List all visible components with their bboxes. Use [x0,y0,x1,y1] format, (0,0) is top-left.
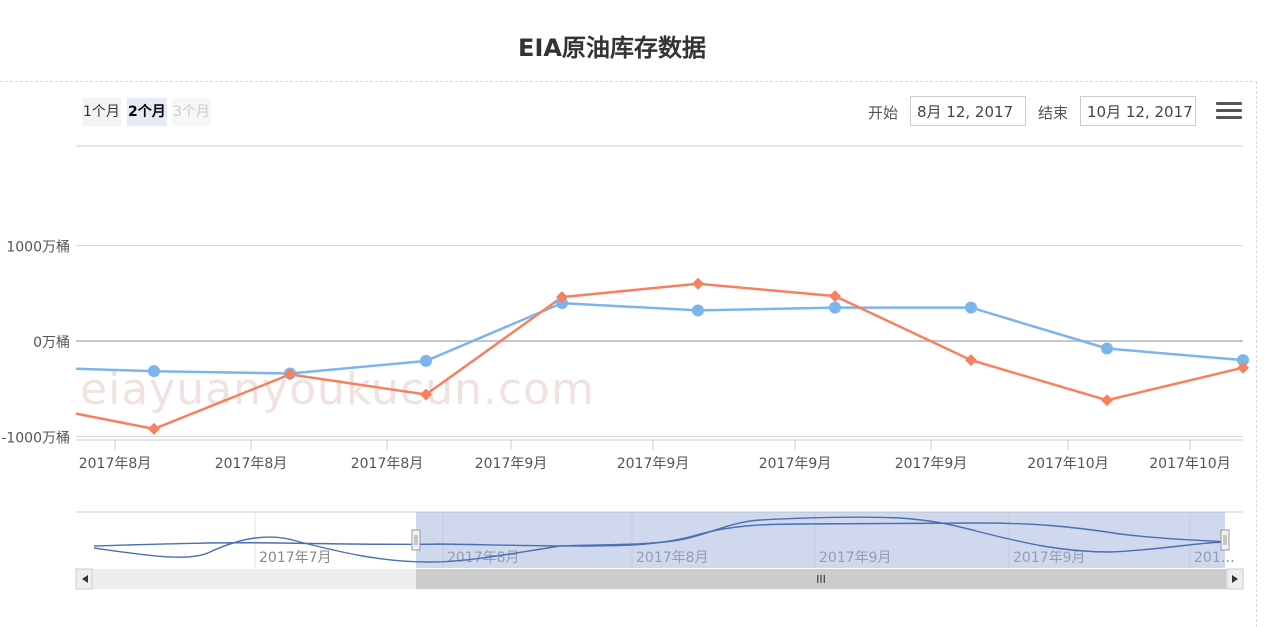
data-point-actual [556,297,568,310]
data-point-actual [829,301,841,314]
x-axis: 2017年8月 2017年8月 2017年8月 2017年9月 2017年9月 2017年… [76,439,1243,472]
data-point-actual [1101,342,1113,355]
navigator-tick-label: 2017年7月 [259,550,332,566]
plot-area [75,277,1249,435]
hamburger-menu-icon[interactable] [1216,102,1242,124]
y-tick-label: -1000万桶 [1,431,70,447]
grip-icon: III [816,573,826,586]
range-to-label: 结束 [1038,104,1069,122]
navigator-selection-mask [416,512,1225,568]
navigator-series-actual [93,522,1229,547]
x-tick-label: 2017年9月 [895,456,968,472]
data-point-forecast [692,277,704,290]
x-tick-label: 2017年8月 [79,456,152,472]
y-tick-label: 0万桶 [33,335,70,351]
y-axis: 1000万桶 0万桶 -1000万桶 [1,240,70,447]
range-from-input[interactable]: 8月 12, 2017 [910,96,1026,126]
grid-lines [76,145,1243,437]
chart-title: EIA原油库存数据 [518,34,706,62]
x-tick-label: 2017年10月 [1149,456,1230,472]
x-tick-label: 2017年9月 [617,456,690,472]
range-button-1m[interactable]: 1个月 [82,98,121,126]
navigator-handle-right [1220,529,1230,551]
data-point-forecast [148,422,160,435]
frame-divider-right [1256,81,1257,627]
data-point-actual [692,304,704,317]
range-button-3m[interactable]: 3个月 [172,98,211,126]
navigator: 2017年7月2017年8月2017年8月2017年9月2017年9月201…I… [75,511,1244,590]
data-point-forecast [829,290,841,303]
data-point-actual [965,301,977,314]
arrow-left-icon [82,575,88,583]
data-point-actual [1237,354,1249,367]
scrollbar-thumb [416,569,1226,589]
x-tick-label: 2017年8月 [215,456,288,472]
x-tick-label: 2017年10月 [1027,456,1108,472]
arrow-right-icon [1232,575,1238,583]
range-to-input[interactable]: 10月 12, 2017 [1080,96,1196,126]
data-point-forecast [1237,361,1249,374]
data-point-forecast [420,388,432,401]
data-point-forecast [556,291,568,304]
frame-divider-top [0,81,1258,82]
range-from-label: 开始 [868,104,899,122]
navigator-handle-left [411,529,421,551]
series-line-forecast [75,282,1244,431]
data-point-forecast [284,368,296,381]
data-point-forecast [965,354,977,367]
series-line-actual [75,301,1244,375]
navigator-series-forecast [93,516,1229,563]
y-tick-label: 1000万桶 [6,240,70,256]
x-tick-label: 2017年8月 [351,456,424,472]
data-point-forecast [1101,394,1113,407]
data-point-actual [148,365,160,378]
data-point-actual [420,354,432,367]
range-button-2m[interactable]: 2个月 [127,98,167,126]
x-tick-label: 2017年9月 [475,456,548,472]
x-tick-label: 2017年9月 [759,456,832,472]
